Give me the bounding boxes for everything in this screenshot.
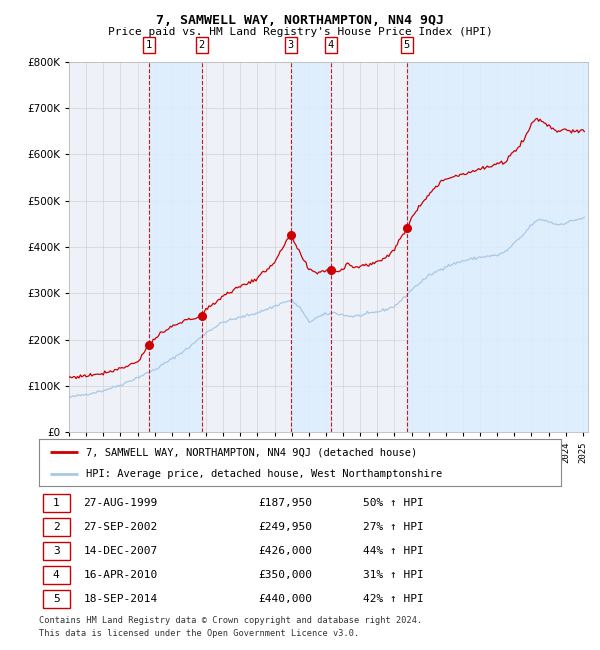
Text: 3: 3 — [53, 546, 59, 556]
Text: 18-SEP-2014: 18-SEP-2014 — [83, 594, 158, 604]
Text: 27% ↑ HPI: 27% ↑ HPI — [362, 522, 424, 532]
Text: £426,000: £426,000 — [258, 546, 312, 556]
Text: HPI: Average price, detached house, West Northamptonshire: HPI: Average price, detached house, West… — [86, 469, 442, 478]
FancyBboxPatch shape — [43, 590, 70, 608]
Text: £350,000: £350,000 — [258, 570, 312, 580]
Text: Contains HM Land Registry data © Crown copyright and database right 2024.: Contains HM Land Registry data © Crown c… — [39, 616, 422, 625]
Text: 14-DEC-2007: 14-DEC-2007 — [83, 546, 158, 556]
Text: 5: 5 — [53, 594, 59, 604]
Text: 7, SAMWELL WAY, NORTHAMPTON, NN4 9QJ: 7, SAMWELL WAY, NORTHAMPTON, NN4 9QJ — [156, 14, 444, 27]
Text: 3: 3 — [287, 40, 294, 50]
Text: 50% ↑ HPI: 50% ↑ HPI — [362, 498, 424, 508]
Text: Price paid vs. HM Land Registry's House Price Index (HPI): Price paid vs. HM Land Registry's House … — [107, 27, 493, 37]
FancyBboxPatch shape — [43, 517, 70, 536]
FancyBboxPatch shape — [43, 566, 70, 584]
Text: 4: 4 — [328, 40, 334, 50]
Text: 27-AUG-1999: 27-AUG-1999 — [83, 498, 158, 508]
Bar — [149, 62, 202, 432]
Bar — [291, 62, 331, 432]
Text: 2: 2 — [199, 40, 205, 50]
Text: 4: 4 — [53, 570, 59, 580]
Text: £249,950: £249,950 — [258, 522, 312, 532]
Text: 27-SEP-2002: 27-SEP-2002 — [83, 522, 158, 532]
Text: 7, SAMWELL WAY, NORTHAMPTON, NN4 9QJ (detached house): 7, SAMWELL WAY, NORTHAMPTON, NN4 9QJ (de… — [86, 447, 417, 457]
Text: 44% ↑ HPI: 44% ↑ HPI — [362, 546, 424, 556]
Text: £440,000: £440,000 — [258, 594, 312, 604]
Text: 42% ↑ HPI: 42% ↑ HPI — [362, 594, 424, 604]
FancyBboxPatch shape — [43, 541, 70, 560]
Text: 16-APR-2010: 16-APR-2010 — [83, 570, 158, 580]
Text: 2: 2 — [53, 522, 59, 532]
Text: 5: 5 — [403, 40, 410, 50]
Text: 1: 1 — [146, 40, 152, 50]
Text: 1: 1 — [53, 498, 59, 508]
FancyBboxPatch shape — [43, 493, 70, 512]
Text: This data is licensed under the Open Government Licence v3.0.: This data is licensed under the Open Gov… — [39, 629, 359, 638]
Text: £187,950: £187,950 — [258, 498, 312, 508]
Bar — [407, 62, 588, 432]
Text: 31% ↑ HPI: 31% ↑ HPI — [362, 570, 424, 580]
